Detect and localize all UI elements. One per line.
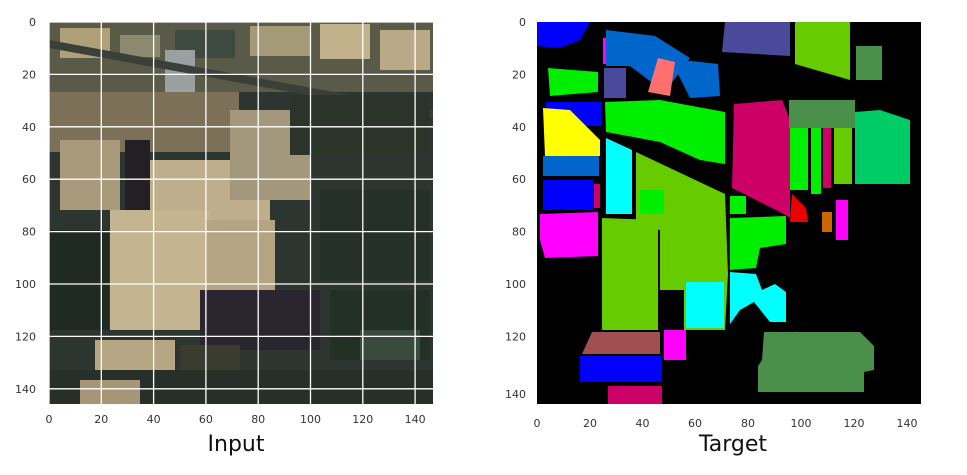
x-tick: 40 [147,413,161,426]
x-tick: 40 [636,417,650,430]
input-y-axis: 0 20 40 60 80 100 120 140 [15,16,36,396]
target-caption: Target [698,432,768,457]
y-tick: 0 [29,16,36,29]
y-tick: 140 [505,388,526,401]
y-tick: 120 [15,330,36,343]
x-tick: 140 [405,413,426,426]
x-tick: 140 [897,417,918,430]
target-panel: 0 20 40 60 80 100 120 140 0 20 40 60 80 … [490,0,960,475]
y-tick: 140 [15,383,36,396]
x-tick: 80 [741,417,755,430]
y-tick: 120 [505,330,526,343]
x-tick: 20 [583,417,597,430]
y-tick: 100 [15,278,36,291]
x-tick: 20 [94,413,108,426]
x-tick: 100 [300,413,321,426]
y-tick: 80 [22,226,36,239]
input-plot: 0 20 40 60 80 100 120 140 0 20 40 60 80 … [15,16,433,426]
y-tick: 60 [512,173,526,186]
y-tick: 80 [512,226,526,239]
x-tick: 120 [352,413,373,426]
input-panel: 0 20 40 60 80 100 120 140 0 20 40 60 80 … [0,0,470,475]
y-tick: 0 [519,16,526,29]
input-grid [49,22,433,404]
input-x-axis: 0 20 40 60 80 100 120 140 [46,413,426,426]
x-tick: 80 [251,413,265,426]
y-tick: 20 [22,68,36,81]
input-caption: Input [207,432,265,457]
y-tick: 40 [512,121,526,134]
segmentation-map [537,22,921,404]
x-tick: 60 [688,417,702,430]
y-tick: 20 [512,68,526,81]
x-tick: 100 [791,417,812,430]
x-tick: 0 [534,417,541,430]
y-tick: 100 [505,278,526,291]
x-tick: 60 [199,413,213,426]
x-tick: 120 [844,417,865,430]
x-tick: 0 [46,413,53,426]
y-tick: 40 [22,121,36,134]
target-y-axis: 0 20 40 60 80 100 120 140 [505,16,526,401]
y-tick: 60 [22,173,36,186]
target-x-axis: 0 20 40 60 80 100 120 140 [534,417,918,430]
target-plot: 0 20 40 60 80 100 120 140 0 20 40 60 80 … [505,16,921,430]
